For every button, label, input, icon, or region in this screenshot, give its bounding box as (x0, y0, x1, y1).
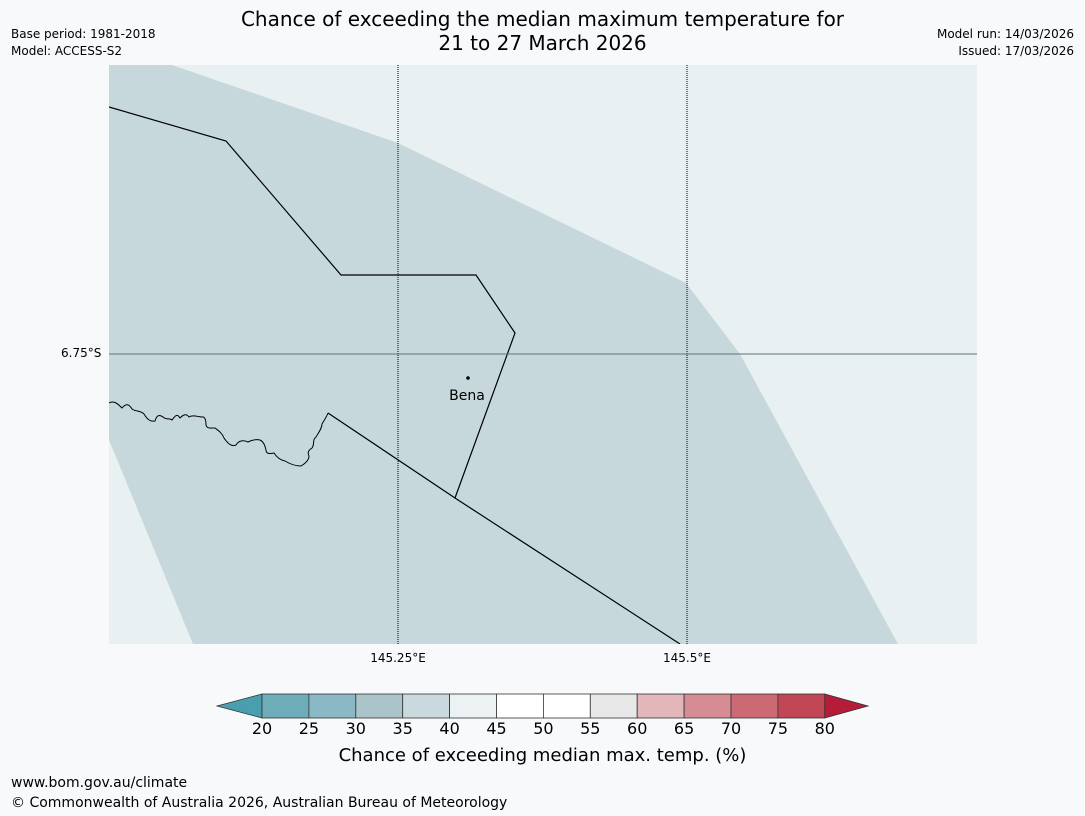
colorbar-segment (543, 693, 591, 719)
place-marker-dot (466, 376, 470, 380)
colorbar-extend-low (215, 693, 263, 719)
longitude-label-145-25: 145.25°E (370, 651, 426, 665)
meta-right: Model run: 14/03/2026 Issued: 17/03/2026 (937, 26, 1074, 60)
colorbar-segment (636, 693, 685, 719)
colorbar-tick-label: 40 (439, 719, 460, 738)
province-boundary-north (109, 106, 516, 499)
colorbar-tick-label: 80 (814, 719, 835, 738)
colorbar-tick-label: 45 (486, 719, 507, 738)
colorbar-segment (589, 693, 638, 719)
colorbar-segment (449, 693, 497, 719)
province-boundary-south (327, 412, 681, 644)
colorbar-tick-label: 50 (533, 719, 554, 738)
colorbar-tick-label: 55 (580, 719, 601, 738)
title-line-1: Chance of exceeding the median maximum t… (240, 7, 845, 31)
colorbar-tick-label: 30 (345, 719, 366, 738)
colorbar-tick-label: 25 (298, 719, 320, 738)
colorbar-segment (777, 693, 826, 719)
colorbar-segment (402, 693, 451, 719)
base-period-text: Base period: 1981-2018 (11, 27, 156, 41)
colorbar-segment (730, 693, 779, 719)
model-run-text: Model run: 14/03/2026 (936, 27, 1074, 41)
map-frame (109, 65, 977, 644)
colorbar-extend-high (824, 693, 870, 719)
colorbar (215, 693, 870, 719)
colorbar-segment (496, 693, 544, 719)
model-text: Model: ACCESS-S2 (11, 44, 123, 58)
colorbar-tick-label: 70 (720, 719, 742, 738)
longitude-label-145-5: 145.5°E (663, 651, 711, 665)
latitude-label: 6.75°S (61, 346, 102, 360)
colorbar-tick-label: 60 (627, 719, 648, 738)
meta-left: Base period: 1981-2018 Model: ACCESS-S2 (11, 26, 156, 60)
footer-url[interactable]: www.bom.gov.au/climate (11, 775, 188, 791)
colorbar-segment (355, 693, 404, 719)
colorbar-tick-label: 20 (251, 719, 273, 738)
colorbar-title: Chance of exceeding median max. temp. (%… (338, 745, 747, 766)
colorbar-segment (261, 693, 310, 719)
place-label-bena: Bena (449, 388, 485, 404)
title-line-2: 21 to 27 March 2026 (438, 31, 647, 55)
issued-text: Issued: 17/03/2026 (958, 44, 1074, 58)
footer-copyright: © Commonwealth of Australia 2026, Austra… (11, 795, 508, 811)
colorbar-tick-label: 65 (673, 719, 695, 738)
colorbar-segment (683, 693, 732, 719)
colorbar-segment (308, 693, 357, 719)
colorbar-tick-label: 35 (392, 719, 413, 738)
map-title: Chance of exceeding the median maximum t… (0, 7, 1085, 55)
coastline (109, 401, 329, 467)
colorbar-tick-label: 75 (767, 719, 789, 738)
